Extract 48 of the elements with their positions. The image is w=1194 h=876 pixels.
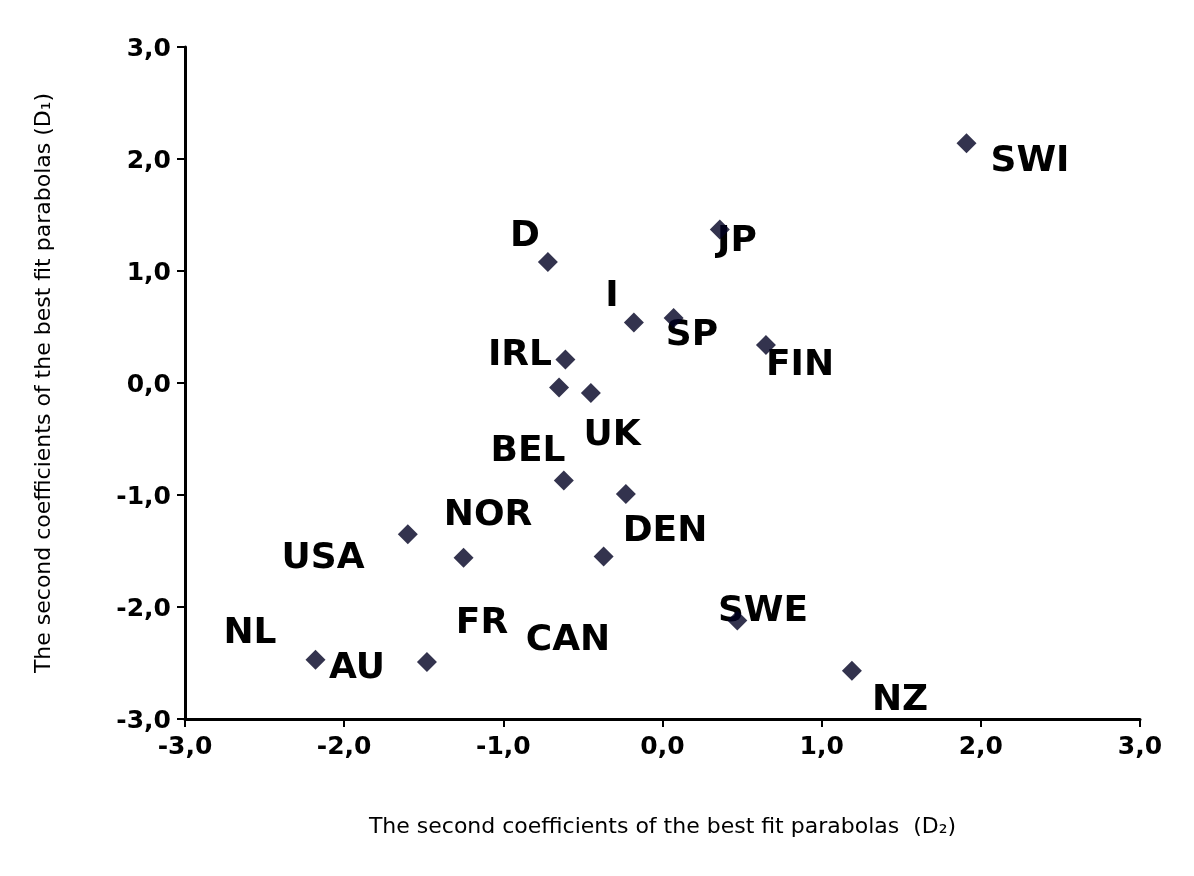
x-tick-label: 0,0 <box>640 731 685 760</box>
annotation: SWI <box>990 137 1070 179</box>
point <box>956 133 977 154</box>
y-tick-label: -2,0 <box>116 592 171 622</box>
annotation: JP <box>714 217 757 259</box>
y-tick-label: 2,0 <box>126 144 171 174</box>
point <box>537 252 558 273</box>
point <box>549 377 570 398</box>
annotation: USA <box>281 534 365 576</box>
annotation: NZ <box>871 676 929 718</box>
annotation: BEL <box>490 427 566 469</box>
annotation: DEN <box>622 507 708 549</box>
point <box>416 651 437 672</box>
annotation: SWE <box>717 587 809 629</box>
point <box>580 383 601 404</box>
y-tick-label: -3,0 <box>116 704 171 734</box>
y-tick-label: 0,0 <box>126 368 171 398</box>
point <box>555 349 576 370</box>
point <box>553 470 574 491</box>
point <box>841 660 862 681</box>
annotation: D <box>510 212 540 254</box>
x-tick-label: -1,0 <box>476 731 531 760</box>
y-tick-label: -1,0 <box>116 480 171 510</box>
point <box>453 547 474 568</box>
y-tick-label: 1,0 <box>126 256 171 286</box>
y-axis-title: The second coefficients of the best fit parabolas (D₁) <box>29 92 55 675</box>
point <box>615 483 636 504</box>
point <box>397 524 418 545</box>
annotation: AU <box>329 644 385 686</box>
annotation: SP <box>665 311 719 353</box>
x-axis-title: The second coefficients of the best fit parabolas (D₂) <box>367 812 957 838</box>
point <box>623 312 644 333</box>
x-tick-label: 1,0 <box>799 731 844 760</box>
annotation: FIN <box>765 341 835 383</box>
point <box>593 546 614 567</box>
x-tick-label: 3,0 <box>1117 731 1163 760</box>
point <box>305 649 326 670</box>
annotation: NOR <box>443 491 533 533</box>
annotation: I <box>605 272 619 314</box>
annotation: IRL <box>487 331 553 373</box>
annotation: FR <box>455 599 509 641</box>
annotation: UK <box>583 411 642 453</box>
annotation: NL <box>223 609 277 651</box>
annotation: CAN <box>525 616 611 658</box>
x-tick-label: 2,0 <box>958 731 1003 760</box>
y-tick-label: 3,0 <box>126 32 171 62</box>
x-tick-label: -2,0 <box>316 731 372 760</box>
x-tick-label: -3,0 <box>157 731 213 760</box>
